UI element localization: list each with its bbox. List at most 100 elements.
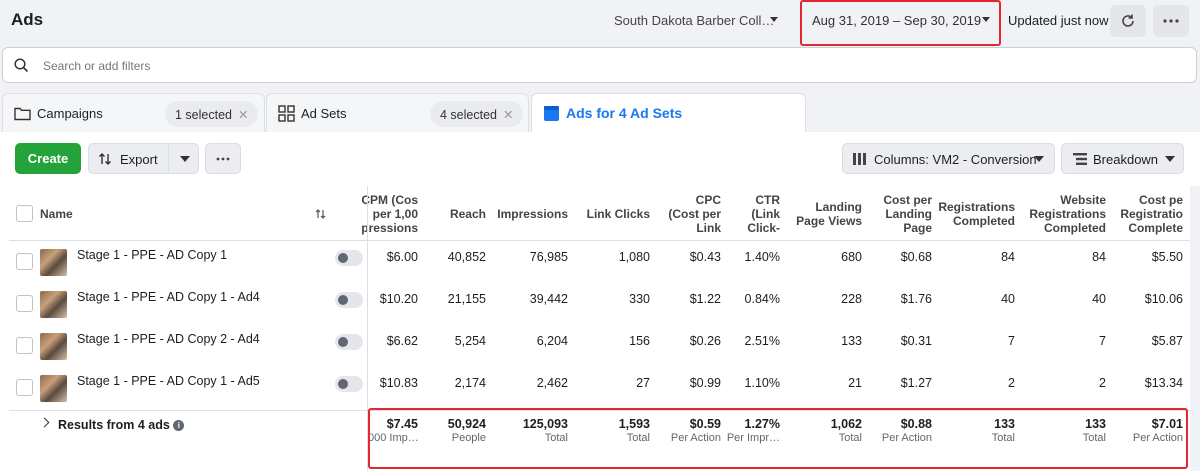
column-header-line: Registrations [1029,207,1106,221]
table-cell: 228 [841,292,862,306]
chevron-down-icon [1034,156,1044,162]
column-header-line: Landing [815,200,862,214]
grid-icon [278,105,295,122]
column-header-line: Page [903,221,932,235]
table-cell: 1,080 [618,250,650,264]
table-cell: $1.76 [900,292,932,306]
column-header[interactable]: Registrations Completed [935,200,1015,228]
ad-status-toggle[interactable] [335,292,363,308]
table-cell: 0.84% [744,292,780,306]
column-header[interactable]: CTR (Link Click- [722,193,780,235]
ad-name[interactable]: Stage 1 - PPE - AD Copy 1 - Ad4 [77,290,260,304]
table-cell: 680 [841,250,862,264]
tab-ad-sets-label: Ad Sets [301,106,347,121]
account-selector[interactable]: South Dakota Barber Coll… [614,13,775,28]
sort-icon[interactable] [315,209,326,219]
results-total: $7.01 [1151,417,1183,431]
ad-status-toggle[interactable] [335,334,363,350]
ad-thumbnail [40,375,67,402]
table-cell: 2 [1099,376,1106,390]
info-icon[interactable]: i [173,420,185,431]
column-header-line: CTR [755,193,780,207]
more-icon [1163,19,1179,23]
results-total: 1,593 [618,417,650,431]
results-unit: Per Action [881,432,932,444]
breakdown-button[interactable]: Breakdown [1061,143,1184,174]
table-cell: 21,155 [447,292,486,306]
ad-name[interactable]: Stage 1 - PPE - AD Copy 1 [77,248,228,262]
select-all-checkbox[interactable] [16,205,33,222]
table-cell: 21 [848,376,862,390]
campaigns-selected-pill[interactable]: 1 selected ✕ [165,101,259,127]
column-header[interactable]: Website Registrations Completed [1024,193,1106,235]
chevron-down-icon [1165,156,1175,162]
breakdown-label: Breakdown [1093,152,1159,167]
table-cell: $0.26 [689,334,721,348]
table-cell: 6,204 [536,334,568,348]
table-cell: 2 [1008,376,1015,390]
ad-name[interactable]: Stage 1 - PPE - AD Copy 1 - Ad5 [77,374,260,388]
adsets-selected-pill[interactable]: 4 selected ✕ [430,101,524,127]
create-button[interactable]: Create [15,143,81,174]
row-checkbox[interactable] [16,379,33,396]
column-header-line: CPM (Cos [361,193,418,207]
table-cell: $6.00 [386,250,418,264]
chevron-down-icon[interactable] [982,17,990,22]
ad-thumbnail [40,291,67,318]
frozen-column-divider [367,186,368,471]
table-cell: $10.83 [379,376,418,390]
adsets-selected-label: 4 selected [440,108,497,122]
column-header-line: Click- [747,221,780,235]
chevron-down-icon[interactable] [770,17,778,22]
results-summary-label: Results from 4 ads i [58,418,185,432]
column-header-line: Completed [1043,221,1106,235]
results-total: 50,924 [447,417,486,431]
column-header[interactable]: CPC (Cost per Link [661,193,721,235]
column-header-name[interactable]: Name [40,207,73,221]
page-title: Ads [11,10,44,29]
column-header-line: per 1,00 [372,207,418,221]
more-actions-button[interactable] [205,143,241,174]
date-range-picker[interactable]: Aug 31, 2019 – Sep 30, 2019 [812,13,982,28]
table-cell: 84 [1092,250,1106,264]
close-icon[interactable]: ✕ [237,108,249,122]
column-header[interactable]: Impressions [488,207,568,221]
ad-status-toggle[interactable] [335,376,363,392]
table-cell: 40 [1092,292,1106,306]
row-checkbox[interactable] [16,337,33,354]
more-options-button[interactable] [1153,5,1189,37]
column-header[interactable]: Link Clicks [570,207,650,221]
search-input[interactable]: Search or add filters [2,47,1197,83]
scroll-edge [1190,186,1200,471]
table-cell: 7 [1008,334,1015,348]
close-icon[interactable]: ✕ [502,108,514,122]
results-unit: Total [544,432,568,444]
search-icon [14,58,29,73]
ad-name[interactable]: Stage 1 - PPE - AD Copy 2 - Ad4 [77,332,260,346]
chevron-down-icon[interactable] [180,156,190,162]
column-header[interactable]: Cost pe Registratio Complete [1118,193,1183,235]
refresh-button[interactable] [1110,5,1146,37]
column-header[interactable]: Cost per Landing Page [866,193,932,235]
column-header-line: Cost per [883,193,932,207]
table-cell: 76,985 [529,250,568,264]
table-cell: $13.34 [1144,376,1183,390]
column-header-line: Cost pe [1138,193,1183,207]
table-cell: $0.31 [900,334,932,348]
export-button[interactable]: Export [120,152,158,167]
column-header-line: CPC [695,193,721,207]
ad-thumbnail [40,333,67,360]
column-header[interactable]: Landing Page Views [782,200,862,228]
row-checkbox[interactable] [16,295,33,312]
column-header[interactable]: CPM (Cos per 1,00 pressions [358,193,418,235]
results-highlight [368,408,1188,469]
tab-campaigns[interactable]: Campaigns 1 selected ✕ [2,93,265,133]
column-header[interactable]: Reach [426,207,486,221]
tab-ads[interactable]: Ads for 4 Ad Sets [531,93,806,133]
row-checkbox[interactable] [16,253,33,270]
tab-ad-sets[interactable]: Ad Sets 4 selected ✕ [266,93,529,133]
columns-button[interactable]: Columns: VM2 - Conversion [842,143,1055,174]
ad-status-toggle[interactable] [335,250,363,266]
table-cell: 40,852 [447,250,486,264]
table-cell: $1.22 [689,292,721,306]
